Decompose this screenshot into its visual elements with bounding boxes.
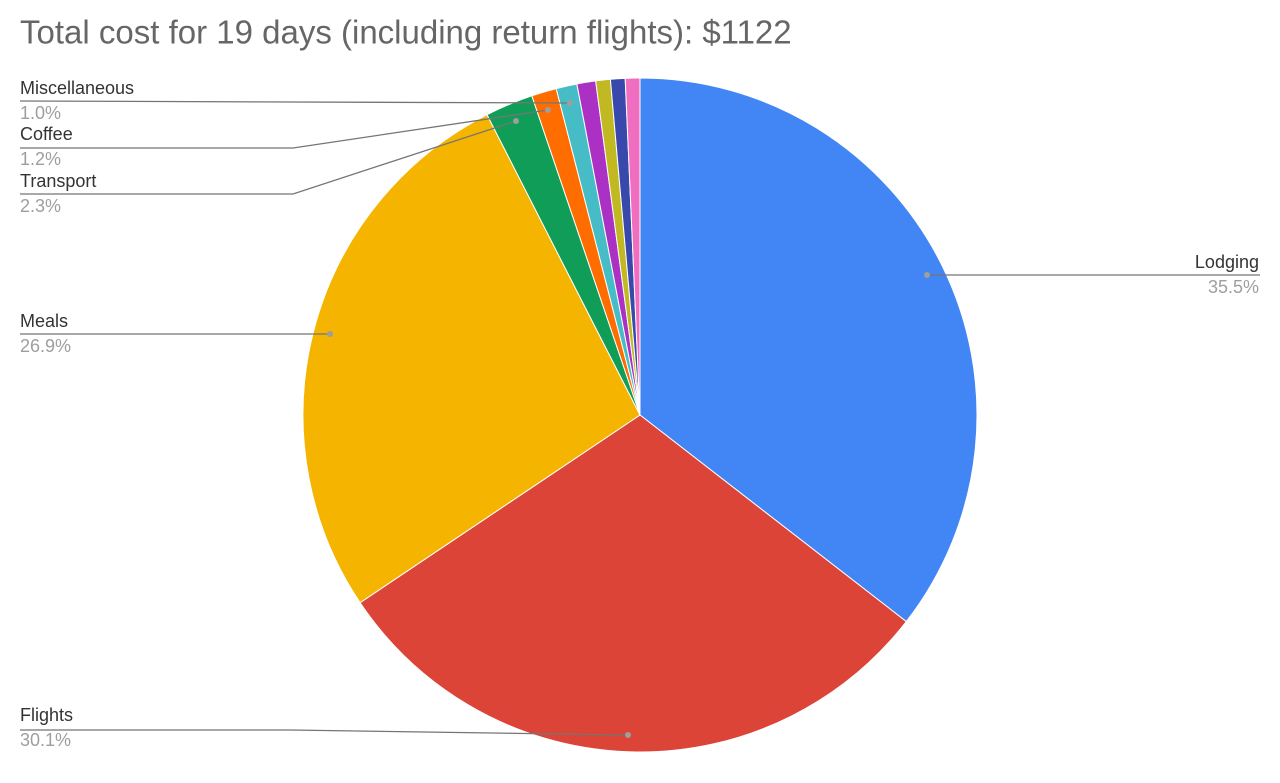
pie-slice: [359, 414, 907, 753]
slice-value-label: 1.0%: [20, 103, 61, 123]
chart-title: Total cost for 19 days (including return…: [20, 14, 792, 51]
leader-dot: [327, 331, 333, 337]
leader-line: [20, 729, 629, 736]
leader-line: [20, 120, 517, 195]
slice-value-label: 30.1%: [20, 730, 71, 750]
slice-label: Transport: [20, 171, 96, 191]
slice-label: Flights: [20, 705, 73, 725]
slice-label: Meals: [20, 311, 68, 331]
pie-slice: [624, 77, 641, 416]
leader-dot: [567, 100, 573, 106]
leader-dot: [625, 732, 631, 738]
slice-label: Lodging: [1195, 252, 1259, 272]
leader-dot: [545, 107, 551, 113]
leader-dot: [924, 272, 930, 278]
pie-slice: [639, 77, 978, 623]
slice-value-label: 35.5%: [1208, 277, 1259, 297]
pie-slice: [302, 114, 641, 604]
leader-dot: [513, 118, 519, 124]
slice-value-label: 1.2%: [20, 149, 61, 169]
slice-value-label: 2.3%: [20, 196, 61, 216]
leader-line: [20, 109, 549, 149]
slice-label: Coffee: [20, 124, 73, 144]
slice-value-label: 26.9%: [20, 336, 71, 356]
slice-label: Miscellaneous: [20, 78, 134, 98]
leader-line: [19, 100, 571, 104]
